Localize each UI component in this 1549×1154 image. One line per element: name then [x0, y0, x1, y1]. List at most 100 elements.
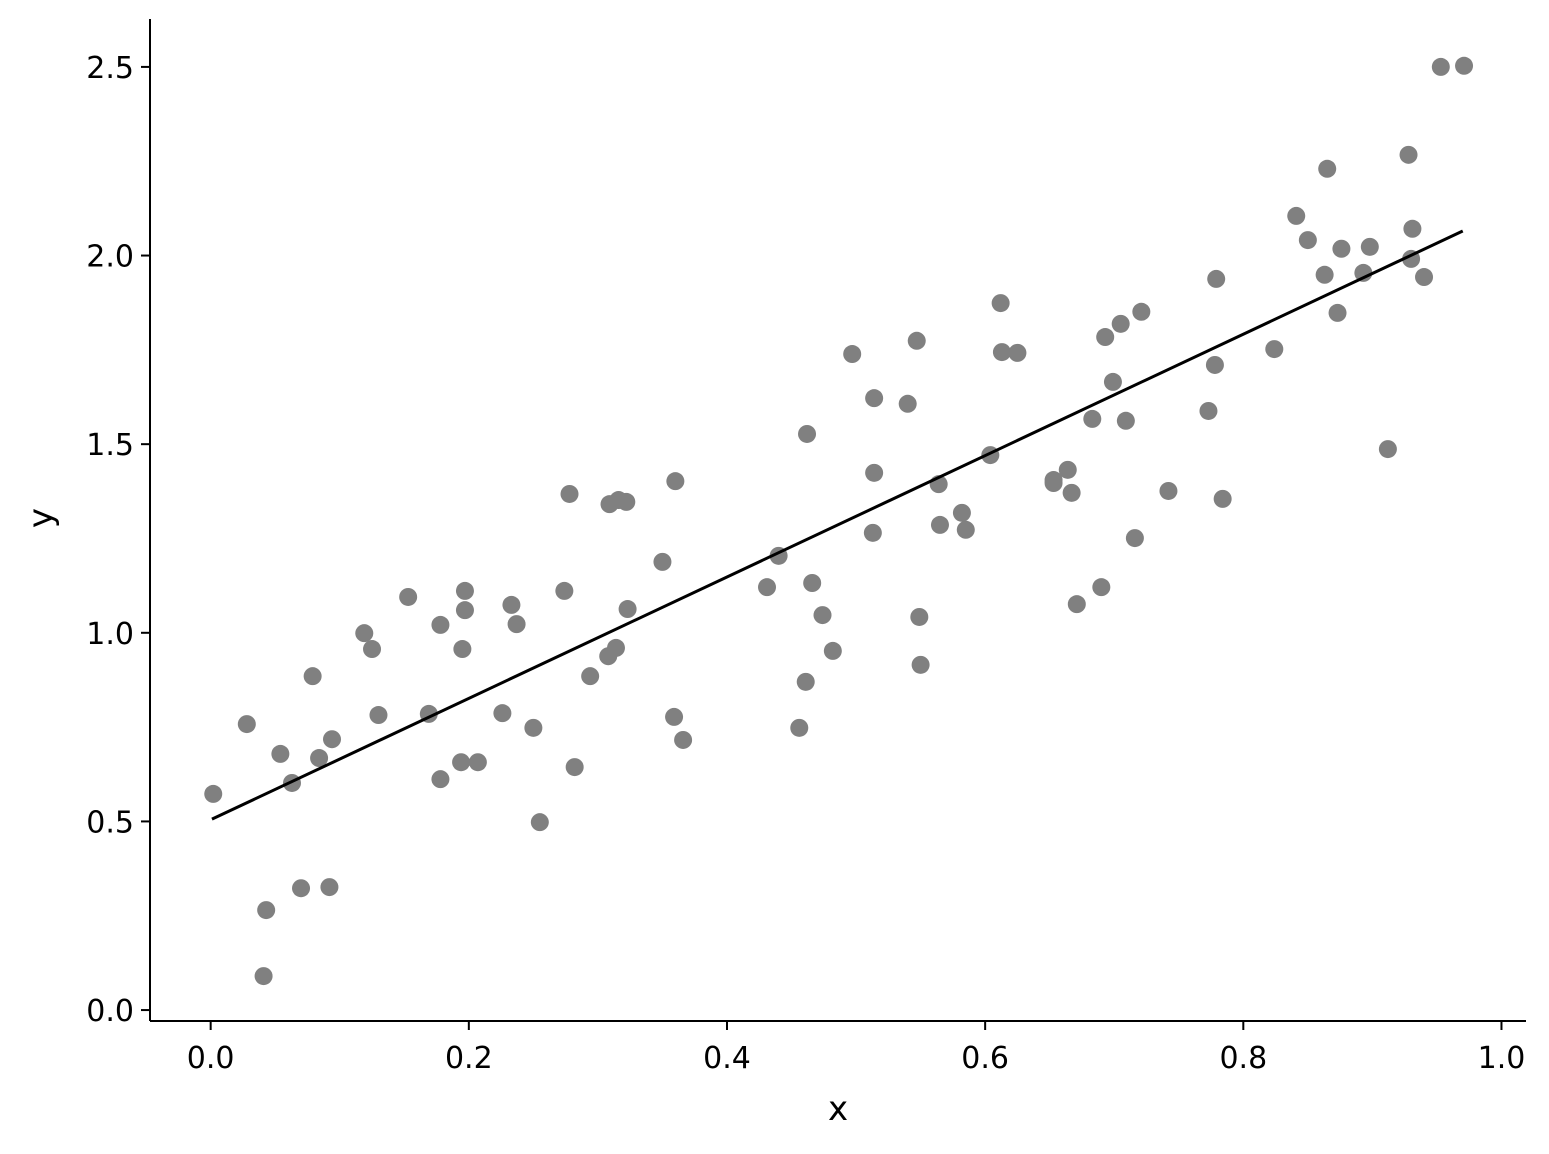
point — [565, 758, 584, 777]
point — [1083, 409, 1102, 428]
y-tick-label: 0.5 — [86, 805, 134, 840]
point — [823, 641, 842, 660]
point — [1159, 481, 1178, 500]
point — [1199, 401, 1218, 420]
point — [1205, 355, 1224, 374]
point — [1096, 328, 1115, 347]
point — [453, 640, 472, 659]
point — [455, 581, 474, 600]
point — [1415, 268, 1434, 287]
point — [555, 581, 574, 600]
x-tick-label: 0.0 — [187, 1041, 235, 1076]
point — [1092, 578, 1111, 597]
point — [1265, 340, 1284, 359]
point — [257, 901, 276, 920]
point — [606, 638, 625, 657]
point — [507, 615, 526, 634]
point — [1125, 529, 1144, 548]
y-tick-label: 0.0 — [86, 994, 134, 1029]
point — [803, 574, 822, 593]
y-tick-label: 1.5 — [86, 428, 134, 463]
y-axis-label: y — [21, 508, 61, 528]
x-tick-label: 1.0 — [1478, 1041, 1526, 1076]
point — [1132, 302, 1151, 321]
point — [1399, 145, 1418, 164]
point — [303, 667, 322, 686]
point — [618, 600, 637, 619]
point — [455, 601, 474, 620]
point — [790, 718, 809, 737]
point — [1287, 206, 1306, 225]
point — [865, 463, 884, 482]
point — [1298, 231, 1317, 250]
point — [1207, 269, 1226, 288]
point — [665, 707, 684, 726]
point — [758, 578, 777, 597]
point — [991, 294, 1010, 313]
y-tick-label: 1.0 — [86, 617, 134, 652]
fit-line — [211, 229, 1464, 821]
point — [666, 472, 685, 491]
y-tick-label: 2.0 — [86, 240, 134, 275]
point — [1378, 440, 1397, 459]
point — [1103, 372, 1122, 391]
point — [865, 389, 884, 408]
y-tick-label: 2.5 — [86, 51, 134, 86]
point — [907, 331, 926, 350]
point — [674, 730, 693, 749]
point — [1315, 265, 1334, 284]
point — [1354, 263, 1373, 282]
point — [1044, 474, 1063, 493]
point — [560, 484, 579, 503]
point — [911, 655, 930, 674]
point — [310, 749, 329, 768]
point — [320, 878, 339, 897]
point — [1403, 219, 1422, 238]
point — [468, 753, 487, 772]
point — [1067, 595, 1086, 614]
point — [930, 515, 949, 534]
point — [502, 595, 521, 614]
point — [813, 606, 832, 625]
point — [1058, 460, 1077, 479]
point — [898, 394, 917, 413]
point — [581, 667, 600, 686]
point — [1455, 56, 1474, 75]
point — [956, 520, 975, 539]
point — [910, 607, 929, 626]
point — [271, 744, 290, 763]
point — [530, 813, 549, 832]
x-tick-label: 0.8 — [1219, 1041, 1267, 1076]
point — [493, 704, 512, 723]
point — [431, 770, 450, 789]
point — [952, 503, 971, 522]
point — [363, 640, 382, 659]
point — [843, 345, 862, 364]
point — [524, 718, 543, 737]
x-tick-label: 0.6 — [961, 1041, 1009, 1076]
point — [992, 343, 1011, 362]
x-tick-label: 0.2 — [445, 1041, 493, 1076]
point — [1431, 57, 1450, 76]
point — [431, 615, 450, 634]
point — [653, 552, 672, 571]
point — [399, 587, 418, 606]
point — [254, 967, 273, 986]
point — [369, 706, 388, 725]
point — [323, 730, 342, 749]
point — [1332, 239, 1351, 258]
point — [1360, 237, 1379, 256]
x-tick-label: 0.4 — [703, 1041, 751, 1076]
point — [1111, 314, 1130, 333]
x-axis-label: x — [828, 1089, 848, 1129]
point — [292, 879, 311, 898]
point — [237, 715, 256, 734]
point — [1062, 483, 1081, 502]
point — [798, 424, 817, 443]
point — [1213, 489, 1232, 508]
point — [617, 492, 636, 511]
point — [1116, 411, 1135, 430]
point — [452, 753, 471, 772]
point — [355, 624, 374, 643]
